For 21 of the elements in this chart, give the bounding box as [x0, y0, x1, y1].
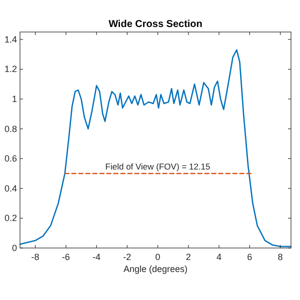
x-tick-label: -8	[31, 252, 40, 262]
line-series	[19, 49, 292, 248]
x-axis-title: Angle (degrees)	[123, 264, 188, 274]
x-tick-label: -2	[123, 252, 132, 262]
y-tick-label: 1	[12, 94, 17, 104]
x-tick-label: -4	[92, 252, 101, 262]
y-tick-label: 0.2	[4, 213, 17, 224]
y-tick-label: 0.4	[4, 183, 17, 194]
x-tick-label: 6	[247, 252, 252, 262]
y-tick-label: 0.8	[4, 124, 17, 134]
y-tick-label: 1.2	[4, 64, 17, 74]
chart-title: Wide Cross Section	[108, 19, 202, 30]
y-tick-label: 0.6	[4, 154, 17, 164]
x-tick-label: 0	[155, 252, 160, 262]
x-tick-label: 8	[278, 252, 283, 262]
x-tick-label: 2	[186, 252, 191, 262]
y-tick-label: 1.4	[4, 34, 17, 44]
y-tick-label: 0	[12, 243, 17, 253]
annotation: Field of View (FOV) = 12.15	[105, 162, 211, 172]
x-tick-label: -6	[62, 252, 70, 262]
x-tick-label: 4	[216, 252, 222, 262]
